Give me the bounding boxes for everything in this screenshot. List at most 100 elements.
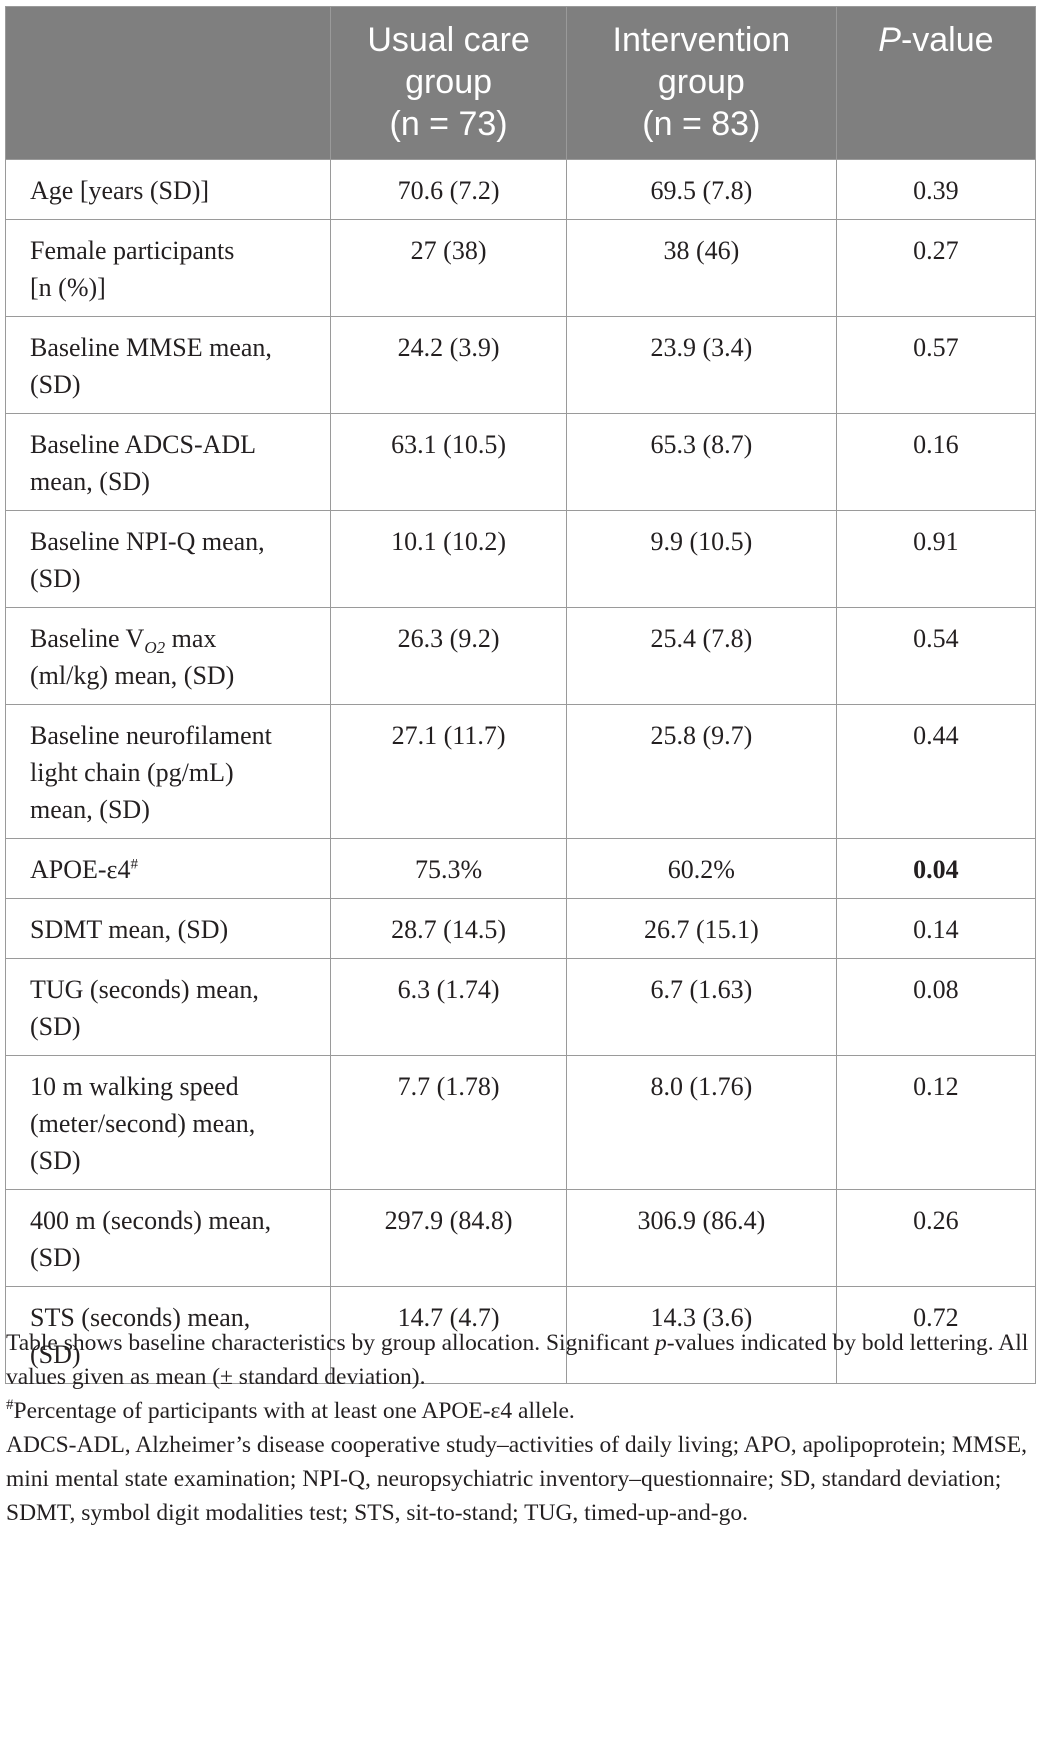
table-header: Usual care group (n = 73) Intervention g… xyxy=(4,6,1037,160)
footnote-description: Table shows baseline characteristics by … xyxy=(6,1326,1036,1394)
intervention-value: 306.9 (86.4) xyxy=(565,1189,837,1287)
row-label-line2: (ml/kg) mean, (SD) xyxy=(30,661,235,690)
usual-care-value: 297.9 (84.8) xyxy=(330,1189,567,1287)
footnote-description-italic: p xyxy=(654,1330,667,1356)
row-label: Baseline ADCS-ADL mean, (SD) xyxy=(4,413,332,511)
intervention-value: 26.7 (15.1) xyxy=(565,898,837,959)
row-label-line1: Baseline MMSE mean, xyxy=(30,333,272,362)
header-p-rest: -value xyxy=(900,21,994,59)
intervention-value: 60.2% xyxy=(565,838,837,899)
row-label-line2: mean, (SD) xyxy=(30,467,150,496)
usual-care-value: 10.1 (10.2) xyxy=(330,510,567,608)
table-row-age: Age [years (SD)] 70.6 (7.2) 69.5 (7.8) 0… xyxy=(4,159,1037,220)
intervention-value: 38 (46) xyxy=(565,219,837,317)
row-label: 400 m (seconds) mean, (SD) xyxy=(4,1189,332,1287)
header-intervention-line3: (n = 83) xyxy=(642,105,761,143)
p-value: 0.54 xyxy=(835,607,1037,705)
row-label-line2: (SD) xyxy=(30,1012,81,1041)
table-row-female: Female participants [n (%)] 27 (38) 38 (4… xyxy=(4,219,1037,317)
row-label-line1: TUG (seconds) mean, xyxy=(30,975,259,1004)
table-row-vo2max: Baseline VO2 max (ml/kg) mean, (SD) 26.3 … xyxy=(4,607,1037,705)
usual-care-value: 24.2 (3.9) xyxy=(330,316,567,414)
row-label: Baseline NPI-Q mean, (SD) xyxy=(4,510,332,608)
usual-care-value: 26.3 (9.2) xyxy=(330,607,567,705)
table-body: Age [years (SD)] 70.6 (7.2) 69.5 (7.8) 0… xyxy=(4,159,1037,1384)
usual-care-value: 70.6 (7.2) xyxy=(330,159,567,220)
header-usual-care-line3: (n = 73) xyxy=(389,105,508,143)
table-row-sdmt: SDMT mean, (SD) 28.7 (14.5) 26.7 (15.1) … xyxy=(4,898,1037,959)
row-label-line1: 400 m (seconds) mean, xyxy=(30,1206,272,1235)
usual-care-value: 27 (38) xyxy=(330,219,567,317)
row-label: SDMT mean, (SD) xyxy=(4,898,332,959)
table-row-npi-q: Baseline NPI-Q mean, (SD) 10.1 (10.2) 9.9… xyxy=(4,510,1037,608)
header-blank-cell xyxy=(4,6,332,160)
row-label-line2: (SD) xyxy=(30,1243,81,1272)
row-label: Baseline MMSE mean, (SD) xyxy=(4,316,332,414)
footnote-apoe: #Percentage of participants with at leas… xyxy=(6,1394,1036,1428)
row-label-pre: Baseline V xyxy=(30,624,145,653)
usual-care-value: 6.3 (1.74) xyxy=(330,958,567,1056)
usual-care-value: 14.7 (4.7) xyxy=(330,1286,567,1384)
row-label: APOE-ε4# xyxy=(4,838,332,899)
p-value: 0.44 xyxy=(835,704,1037,839)
header-p-italic: P xyxy=(878,21,901,59)
footnote-apoe-text: Percentage of participants with at least… xyxy=(13,1398,575,1424)
header-usual-care-line2: group xyxy=(405,63,493,101)
p-value: 0.12 xyxy=(835,1055,1037,1190)
p-value: 0.26 xyxy=(835,1189,1037,1287)
header-intervention-line1: Intervention xyxy=(612,21,791,59)
header-row: Usual care group (n = 73) Intervention g… xyxy=(4,6,1037,160)
p-value: 0.27 xyxy=(835,219,1037,317)
row-label: STS (seconds) mean, (SD) xyxy=(4,1286,332,1384)
intervention-value: 65.3 (8.7) xyxy=(565,413,837,511)
p-value: 0.91 xyxy=(835,510,1037,608)
usual-care-value: 27.1 (11.7) xyxy=(330,704,567,839)
row-label: TUG (seconds) mean, (SD) xyxy=(4,958,332,1056)
header-usual-care-line1: Usual care xyxy=(367,21,530,59)
row-label-line2: [n (%)] xyxy=(30,273,106,302)
row-label-line3: mean, (SD) xyxy=(30,795,150,824)
row-label-line1: 10 m walking speed xyxy=(30,1072,239,1101)
table-footnotes: Table shows baseline characteristics by … xyxy=(6,1326,1036,1530)
intervention-value: 6.7 (1.63) xyxy=(565,958,837,1056)
usual-care-value: 63.1 (10.5) xyxy=(330,413,567,511)
p-value: 0.39 xyxy=(835,159,1037,220)
header-p-value: P-value xyxy=(835,6,1037,160)
row-label-line1: Baseline NPI-Q mean, xyxy=(30,527,265,556)
footnote-marker: # xyxy=(130,856,138,873)
p-value: 0.57 xyxy=(835,316,1037,414)
table-row-apoe: APOE-ε4# 75.3% 60.2% 0.04 xyxy=(4,838,1037,899)
row-label: Baseline VO2 max (ml/kg) mean, (SD) xyxy=(4,607,332,705)
usual-care-value: 75.3% xyxy=(330,838,567,899)
table-row-neurofilament: Baseline neurofilament light chain (pg/mL… xyxy=(4,704,1037,839)
p-value: 0.14 xyxy=(835,898,1037,959)
row-label: Female participants [n (%)] xyxy=(4,219,332,317)
row-label-line2: (meter/second) mean, xyxy=(30,1109,256,1138)
row-label-subscript: O2 xyxy=(144,638,166,658)
intervention-value: 9.9 (10.5) xyxy=(565,510,837,608)
table-row-sts: STS (seconds) mean, (SD) 14.7 (4.7) 14.3 … xyxy=(4,1286,1037,1384)
p-value: 0.16 xyxy=(835,413,1037,511)
p-value-significant: 0.04 xyxy=(835,838,1037,899)
intervention-value: 25.4 (7.8) xyxy=(565,607,837,705)
row-label: 10 m walking speed (meter/second) mean, (S… xyxy=(4,1055,332,1190)
row-label-line1: Baseline ADCS-ADL xyxy=(30,430,257,459)
row-label-line1: Female participants xyxy=(30,236,235,265)
row-label: Age [years (SD)] xyxy=(4,159,332,220)
footnote-description-part1: Table shows baseline characteristics by … xyxy=(6,1330,655,1356)
usual-care-value: 7.7 (1.78) xyxy=(330,1055,567,1190)
intervention-value: 23.9 (3.4) xyxy=(565,316,837,414)
table-row-tug: TUG (seconds) mean, (SD) 6.3 (1.74) 6.7 (… xyxy=(4,958,1037,1056)
row-label-post: max xyxy=(165,624,217,653)
usual-care-value: 28.7 (14.5) xyxy=(330,898,567,959)
table-row-adcs-adl: Baseline ADCS-ADL mean, (SD) 63.1 (10.5) … xyxy=(4,413,1037,511)
table-row-400m: 400 m (seconds) mean, (SD) 297.9 (84.8) 3… xyxy=(4,1189,1037,1287)
row-label-line2: (SD) xyxy=(30,564,81,593)
intervention-value: 25.8 (9.7) xyxy=(565,704,837,839)
header-intervention: Intervention group (n = 83) xyxy=(565,6,837,160)
row-label: Baseline neurofilament light chain (pg/mL… xyxy=(4,704,332,839)
p-value: 0.08 xyxy=(835,958,1037,1056)
intervention-value: 69.5 (7.8) xyxy=(565,159,837,220)
p-value: 0.72 xyxy=(835,1286,1037,1384)
footnote-description-part2: -values indicated by bold lettering. All… xyxy=(6,1330,1029,1390)
